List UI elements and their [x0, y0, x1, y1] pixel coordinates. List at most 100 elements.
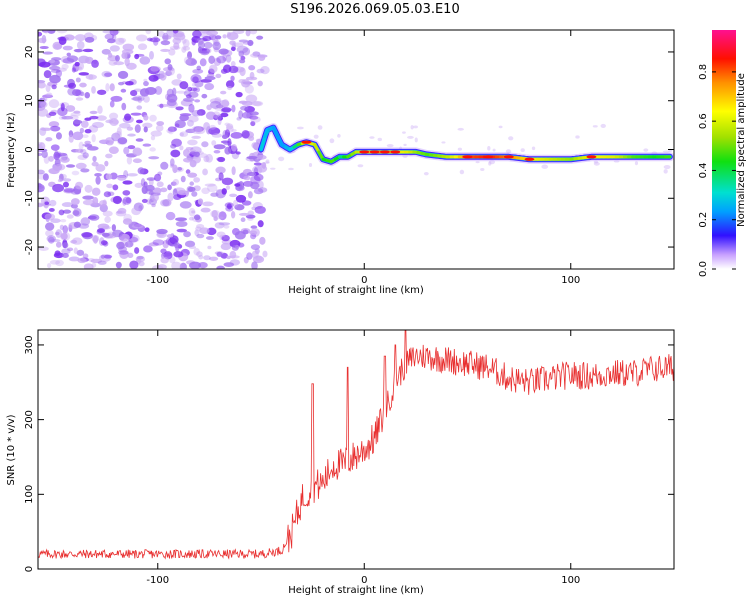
noise-blob [402, 131, 406, 134]
noise-blob [172, 164, 178, 174]
noise-blob [71, 67, 77, 73]
noise-blob [136, 105, 143, 110]
noise-blob [39, 45, 49, 50]
noise-blob [156, 181, 164, 188]
noise-blob [91, 262, 97, 268]
noise-blob [403, 143, 407, 147]
noise-blob [249, 230, 258, 235]
noise-blob [183, 56, 192, 65]
noise-blob [270, 167, 276, 170]
noise-blob [191, 110, 202, 117]
noise-blob [457, 127, 465, 131]
noise-blob [211, 140, 217, 146]
noise-blob [100, 240, 108, 246]
noise-blob [123, 146, 130, 155]
ridge-peak [524, 157, 535, 161]
noise-blob [260, 66, 270, 75]
noise-blob [188, 245, 197, 249]
ridge-peak [379, 150, 390, 154]
noise-blob [82, 195, 94, 200]
noise-blob [196, 233, 205, 239]
noise-blob [160, 187, 168, 193]
noise-blob [49, 74, 61, 84]
noise-blob [241, 79, 251, 88]
y-tick-label: 100 [24, 485, 35, 504]
noise-blob [593, 161, 600, 166]
noise-blob [181, 46, 187, 53]
noise-blob [193, 126, 205, 132]
noise-blob [148, 242, 159, 247]
noise-blob [174, 119, 186, 129]
noise-blob [80, 91, 85, 97]
noise-blob [182, 97, 195, 102]
noise-blob [231, 104, 236, 113]
noise-blob [78, 141, 84, 150]
noise-blob [85, 74, 98, 80]
noise-blob [91, 134, 96, 143]
noise-blob [44, 201, 50, 205]
noise-blob [134, 182, 144, 188]
y-tick-label: 300 [24, 335, 35, 354]
noise-blob [79, 127, 85, 134]
noise-blob [77, 257, 87, 264]
colorbar-ticks: 0.0 0.2 0.4 0.6 0.8 [698, 64, 736, 277]
noise-blob [73, 221, 82, 228]
noise-blob [72, 131, 84, 141]
noise-blob [105, 82, 110, 92]
noise-blob [257, 187, 268, 193]
noise-blob [246, 172, 257, 177]
ridge-peak [462, 155, 473, 159]
noise-blob [101, 48, 111, 55]
noise-blob [216, 114, 222, 121]
noise-blob [144, 227, 150, 232]
noise-blob [220, 112, 229, 118]
noise-blob [92, 121, 105, 129]
noise-blob [192, 68, 204, 74]
noise-blob [109, 234, 118, 238]
noise-blob [187, 149, 196, 153]
noise-blob [146, 177, 156, 181]
noise-blob [634, 161, 639, 166]
snr-line [38, 330, 674, 560]
noise-blob [131, 97, 142, 101]
noise-blob [124, 113, 132, 121]
noise-blob [487, 145, 491, 151]
noise-blob [97, 89, 107, 95]
noise-blob [48, 155, 54, 162]
noise-blob [154, 187, 162, 194]
noise-blob [42, 51, 54, 55]
noise-blob [62, 209, 72, 214]
noise-blob [191, 191, 198, 197]
noise-blob [162, 32, 169, 42]
noise-blob [188, 103, 195, 113]
noise-blob [170, 158, 175, 167]
noise-blob [164, 58, 172, 65]
noise-blob [156, 121, 165, 126]
noise-blob [187, 139, 198, 146]
noise-blob [260, 162, 267, 169]
noise-blob [135, 138, 144, 142]
noise-blob [160, 48, 171, 53]
noise-blob [105, 173, 113, 180]
noise-blob [40, 101, 48, 108]
noise-blob [239, 67, 246, 77]
noise-blob [205, 111, 216, 120]
noise-blob [175, 220, 188, 228]
noise-blob [103, 191, 112, 198]
noise-blob [38, 152, 43, 157]
noise-blob [183, 231, 191, 238]
noise-blob [259, 236, 266, 245]
noise-blob [207, 245, 212, 250]
noise-blob [72, 210, 80, 216]
noise-blob [122, 190, 131, 196]
noise-blob [217, 156, 226, 163]
noise-blob [207, 183, 218, 193]
noise-blob [67, 87, 77, 96]
noise-blob [141, 198, 148, 203]
noise-blob [57, 179, 63, 183]
noise-blob [119, 250, 129, 259]
noise-blob [137, 167, 145, 175]
snr-ylabel: SNR (10 * v/v) [6, 414, 17, 485]
noise-blob [229, 259, 241, 266]
colorbar-tick-label: 0.4 [698, 162, 709, 178]
